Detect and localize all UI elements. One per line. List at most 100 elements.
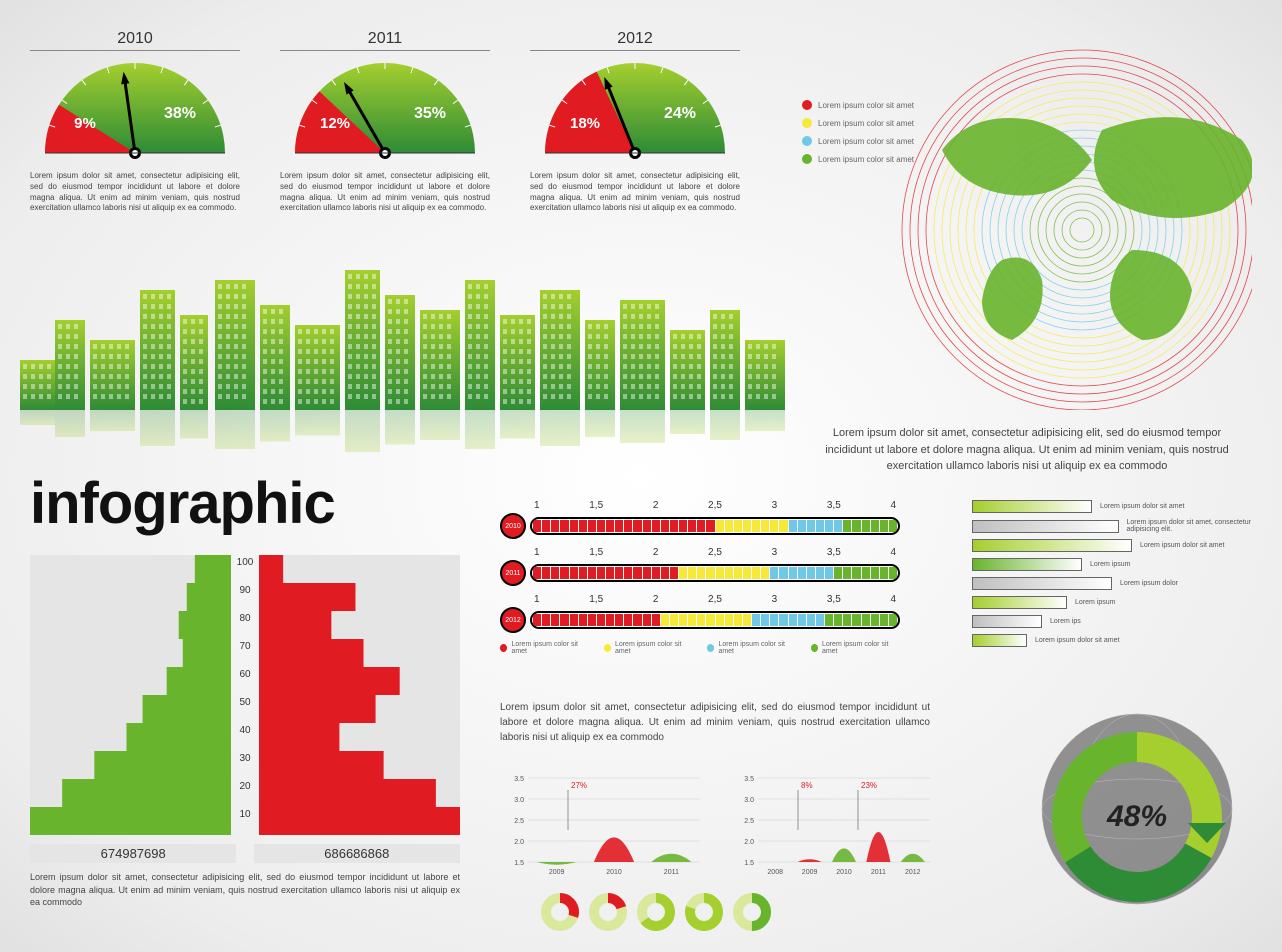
globe-rings-area: Lorem ipsum color sit amet Lorem ipsum co… — [802, 30, 1252, 475]
hbar-label: Lorem ipsum dolor sit amet — [1100, 503, 1184, 510]
legend-label: Lorem ipsum color sit amet — [818, 155, 914, 164]
svg-text:1.5: 1.5 — [514, 860, 524, 867]
hbar-row: Lorem ipsum dolor sit amet — [972, 539, 1252, 552]
svg-text:20: 20 — [239, 781, 251, 792]
mini-donut — [684, 892, 724, 932]
thermo-legend: Lorem ipsum color sit ametLorem ipsum co… — [500, 641, 900, 655]
hbar — [972, 520, 1119, 533]
thermo-bar — [530, 517, 900, 535]
svg-text:3.0: 3.0 — [514, 797, 524, 804]
svg-text:80: 80 — [239, 613, 251, 624]
skyline-svg — [20, 270, 800, 460]
globe-rings — [802, 30, 1252, 410]
svg-text:12%: 12% — [320, 115, 350, 132]
globe-legend: Lorem ipsum color sit amet Lorem ipsum co… — [802, 100, 914, 172]
svg-text:90: 90 — [239, 585, 251, 596]
svg-text:100: 100 — [237, 557, 254, 568]
legend-dot — [802, 136, 812, 146]
gauge-chart: 18% 24% — [535, 53, 735, 163]
thermo-year: 2010 — [500, 513, 526, 539]
mini-donut — [732, 892, 772, 932]
svg-text:2008: 2008 — [767, 869, 783, 876]
svg-text:40: 40 — [239, 725, 251, 736]
hbar-row: Lorem ipsum dolor sit amet — [972, 634, 1252, 647]
hbar-row: Lorem ipsum dolor sit amet — [972, 500, 1252, 513]
gauge-2011: 2011 12% 35% Lorem ipsum dolor sit amet, … — [280, 30, 490, 214]
gauge-2010: 2010 9%38% Lorem ipsum dolor sit amet, c… — [30, 30, 240, 214]
svg-text:50: 50 — [239, 697, 251, 708]
hbar — [972, 558, 1082, 571]
svg-text:70: 70 — [239, 641, 251, 652]
legend-dot — [802, 100, 812, 110]
svg-text:30: 30 — [239, 753, 251, 764]
mini-donut — [588, 892, 628, 932]
globe-donut: 48% — [1022, 702, 1252, 932]
gauge-desc: Lorem ipsum dolor sit amet, consectetur … — [280, 171, 490, 214]
hbar-label: Lorem ipsum dolor sit amet — [1035, 637, 1119, 644]
gauges-row: 2010 9%38% Lorem ipsum dolor sit amet, c… — [30, 30, 740, 214]
hbar-row: Lorem ipsum — [972, 596, 1252, 609]
hbar — [972, 634, 1027, 647]
hbar-label: Lorem ipsum dolor — [1120, 580, 1178, 587]
svg-text:2.0: 2.0 — [744, 839, 754, 846]
mini-donut — [636, 892, 676, 932]
city-skyline — [20, 270, 800, 460]
legend-label: Lorem ipsum color sit amet — [818, 137, 914, 146]
svg-text:10: 10 — [239, 809, 251, 820]
svg-text:24%: 24% — [664, 105, 696, 122]
thermo-year: 2011 — [500, 560, 526, 586]
thermo-scale: 11,522,533,54 — [500, 594, 900, 605]
legend-label: Lorem ipsum color sit amet — [818, 119, 914, 128]
gauge-chart: 9%38% — [35, 53, 235, 163]
small-chart-right: 3.53.02.52.01.5200820092010201120128%23% — [730, 770, 930, 880]
svg-text:2012: 2012 — [905, 869, 921, 876]
hbar — [972, 577, 1112, 590]
gauge-year: 2010 — [30, 30, 240, 51]
svg-text:35%: 35% — [414, 105, 446, 122]
svg-text:2009: 2009 — [549, 869, 565, 876]
horizontal-bars: Lorem ipsum dolor sit amet Lorem ipsum do… — [972, 500, 1252, 653]
legend-dot — [802, 154, 812, 164]
svg-text:3.0: 3.0 — [744, 797, 754, 804]
svg-text:3.5: 3.5 — [514, 776, 524, 783]
page-title: infographic — [30, 470, 335, 537]
svg-text:2011: 2011 — [871, 869, 886, 876]
svg-text:18%: 18% — [570, 115, 600, 132]
hbar-label: Lorem ips — [1050, 618, 1081, 625]
gauge-desc: Lorem ipsum dolor sit amet, consectetur … — [30, 171, 240, 214]
hbar — [972, 500, 1092, 513]
gauge-chart: 12% 35% — [285, 53, 485, 163]
svg-text:2011: 2011 — [664, 869, 679, 876]
hbar — [972, 615, 1042, 628]
thermo-bar — [530, 564, 900, 582]
mini-donut — [540, 892, 580, 932]
svg-text:1.5: 1.5 — [744, 860, 754, 867]
tornado-right-total: 686686868 — [254, 844, 460, 863]
svg-text:8%: 8% — [801, 781, 813, 790]
hbar-row: Lorem ips — [972, 615, 1252, 628]
gauge-2012: 2012 18%24% Lorem ipsum dolor sit amet, … — [530, 30, 740, 214]
tornado-left-total: 674987698 — [30, 844, 236, 863]
legend-label: Lorem ipsum color sit amet — [818, 101, 914, 110]
thermo-row: 2012 — [500, 607, 900, 633]
hbar — [972, 596, 1067, 609]
mini-donuts-row — [540, 892, 772, 932]
svg-text:2.5: 2.5 — [744, 818, 754, 825]
svg-text:3.5: 3.5 — [744, 776, 754, 783]
globe-donut-pct: 48% — [1107, 800, 1167, 834]
tornado-footer: 674987698 686686868 — [30, 844, 460, 863]
thermo-scale: 11,522,533,54 — [500, 547, 900, 558]
svg-text:2009: 2009 — [802, 869, 818, 876]
svg-text:27%: 27% — [571, 781, 587, 790]
svg-text:23%: 23% — [861, 781, 877, 790]
thermo-bar — [530, 611, 900, 629]
svg-text:9%: 9% — [74, 115, 96, 132]
thermo-row: 2011 — [500, 560, 900, 586]
gauge-year: 2011 — [280, 30, 490, 51]
hbar-label: Lorem ipsum dolor sit amet, consectetur … — [1127, 519, 1253, 533]
thermo-row: 2010 — [500, 513, 900, 539]
svg-text:60: 60 — [239, 669, 251, 680]
hbar-row: Lorem ipsum dolor sit amet, consectetur … — [972, 519, 1252, 533]
legend-item: Lorem ipsum color sit amet — [802, 154, 914, 164]
gauge-desc: Lorem ipsum dolor sit amet, consectetur … — [530, 171, 740, 214]
